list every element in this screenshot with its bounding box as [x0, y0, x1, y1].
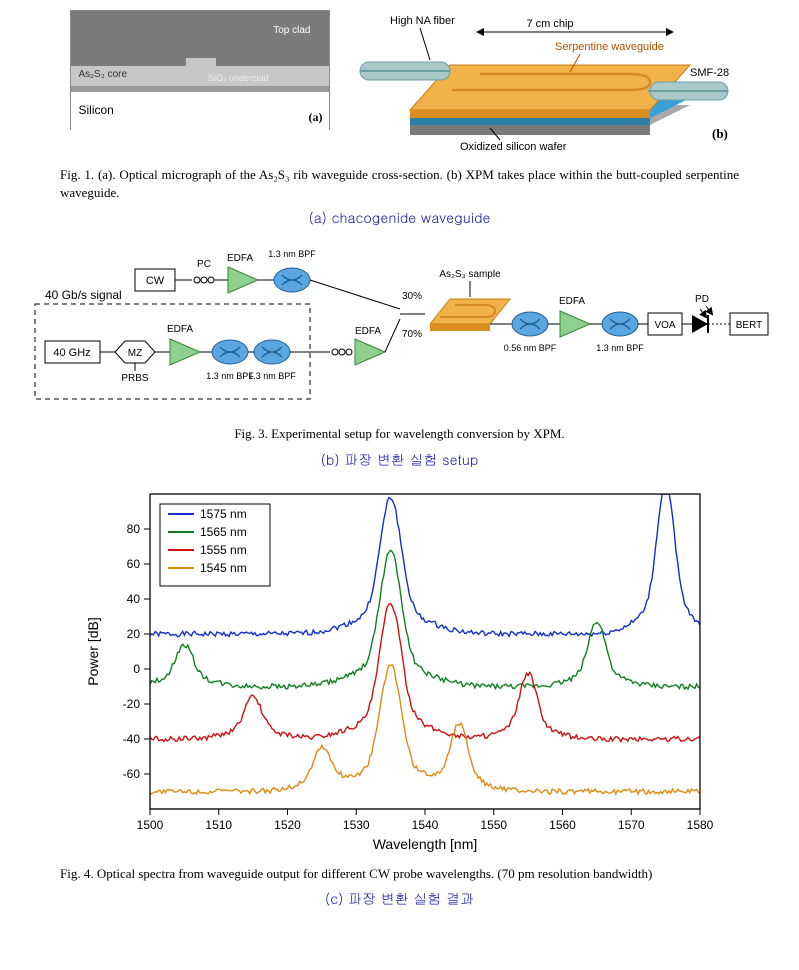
pd-label: PD [695, 294, 709, 305]
fig3-caption: Fig. 3. Experimental setup for wavelengt… [0, 419, 799, 445]
svg-text:Power [dB]: Power [dB] [85, 617, 101, 685]
fig1-row: Top clad As₂S₃ core SiO₂ underclad Silic… [0, 0, 799, 160]
smf-label: SMF-28 [690, 67, 729, 79]
silicon-label: Silicon [79, 103, 114, 117]
svg-text:60: 60 [126, 557, 140, 571]
wafer-label: Oxidized silicon wafer [460, 141, 567, 153]
svg-text:1560: 1560 [549, 818, 576, 832]
svg-text:Wavelength [nm]: Wavelength [nm] [372, 836, 477, 852]
chip-front [410, 110, 650, 118]
mask-top [80, 479, 720, 494]
spectrum-svg: 1500 1510 1520 1530 1540 1550 1560 1570 1580 -60 -… [80, 479, 720, 859]
svg-text:1540: 1540 [411, 818, 438, 832]
legend-label: 1555 nm [200, 543, 247, 557]
bpf-1-label: 1.3 nm BPF [206, 371, 254, 381]
mask-right [700, 479, 720, 859]
edfa-4 [560, 311, 590, 337]
wire-top-comb [310, 280, 400, 309]
pc-coil-top [194, 277, 214, 283]
signal-box-label: 40 Gb/s signal [45, 288, 122, 302]
fig1-subcaption: (a) chacogenide waveguide [0, 203, 799, 237]
chip-svg: High NA fiber 7 cm chip Serpentine waveg… [350, 10, 730, 160]
svg-text:-40: -40 [122, 732, 140, 746]
svg-text:80: 80 [126, 522, 140, 536]
svg-text:1500: 1500 [136, 818, 163, 832]
high-na-label: High NA fiber [390, 15, 455, 27]
edfa-3-label: EDFA [355, 326, 381, 337]
svg-text:1520: 1520 [274, 818, 301, 832]
fig4-spectrum: 1500 1510 1520 1530 1540 1550 1560 1570 1580 -60 -… [0, 479, 799, 859]
bpf-4-label: 0.56 nm BPF [504, 343, 557, 353]
svg-text:-60: -60 [122, 767, 140, 781]
legend-label: 1545 nm [200, 561, 247, 575]
svg-text:1580: 1580 [686, 818, 713, 832]
bert-label: BERT [736, 320, 763, 331]
ratio30-label: 30% [402, 291, 422, 302]
edfa-1-label: EDFA [167, 324, 193, 335]
edfa-3 [355, 339, 385, 365]
pd-symbol [692, 306, 712, 333]
sample-chip [430, 299, 510, 331]
fig1b-chip-diagram: High NA fiber 7 cm chip Serpentine waveg… [350, 10, 730, 160]
svg-text:1550: 1550 [480, 818, 507, 832]
ratio70-label: 70% [402, 329, 422, 340]
fig1-caption: Fig. 1. (a). Optical micrograph of the A… [0, 160, 799, 203]
mz-label: MZ [128, 348, 142, 359]
core-label: As₂S₃ core [79, 69, 128, 80]
edfa-1 [170, 339, 200, 365]
high-na-leader [420, 28, 430, 60]
len-label: 7 cm chip [526, 18, 573, 30]
svg-text:0: 0 [133, 662, 140, 676]
svg-text:1530: 1530 [342, 818, 369, 832]
cw-label: CW [146, 275, 165, 287]
edfa-2-label: EDFA [227, 253, 253, 264]
pc-coil-bottom [332, 349, 352, 355]
fig4-subcaption: (c) 파장 변환 실험 결과 [0, 884, 799, 918]
wire-bot-comb [385, 319, 400, 352]
svg-text:20: 20 [126, 627, 140, 641]
fig4-caption: Fig. 4. Optical spectra from waveguide o… [0, 859, 799, 885]
serpentine-label: Serpentine waveguide [555, 41, 664, 53]
edfa-2 [228, 267, 258, 293]
fig1b-panel-tag: (b) [712, 126, 728, 141]
underclad-label: SiO₂ underclad [208, 73, 269, 83]
bpf-2-label: 1.3 nm BPF [248, 371, 296, 381]
pc-label: PC [197, 259, 211, 270]
ghz-label: 40 GHz [53, 347, 90, 359]
prbs-label: PRBS [121, 373, 149, 384]
fig1a-micrograph: Top clad As₂S₃ core SiO₂ underclad Silic… [70, 10, 330, 130]
legend-label: 1575 nm [200, 507, 247, 521]
voa-label: VOA [654, 320, 675, 331]
svg-text:40: 40 [126, 592, 140, 606]
wafer-front [410, 125, 650, 135]
bpf-3-label: 1.3 nm BPF [268, 249, 316, 259]
sample-label: As₂S₃ sample [439, 269, 501, 280]
svg-text:1570: 1570 [617, 818, 644, 832]
top-clad-label: Top clad [273, 25, 310, 36]
fig1a-panel-tag: (a) [309, 110, 323, 125]
setup-svg: 40 Gb/s signal 40 GHz MZ PRBS EDFA 1.3 n… [30, 239, 770, 419]
edfa-4-label: EDFA [559, 296, 585, 307]
fig3-setup: 40 Gb/s signal 40 GHz MZ PRBS EDFA 1.3 n… [0, 237, 799, 419]
oxide-front [410, 118, 650, 125]
svg-text:1510: 1510 [205, 818, 232, 832]
legend-label: 1565 nm [200, 525, 247, 539]
bpf-5-label: 1.3 nm BPF [596, 343, 644, 353]
svg-text:-20: -20 [122, 697, 140, 711]
fig3-subcaption: (b) 파장 변환 실험 setup [0, 445, 799, 479]
